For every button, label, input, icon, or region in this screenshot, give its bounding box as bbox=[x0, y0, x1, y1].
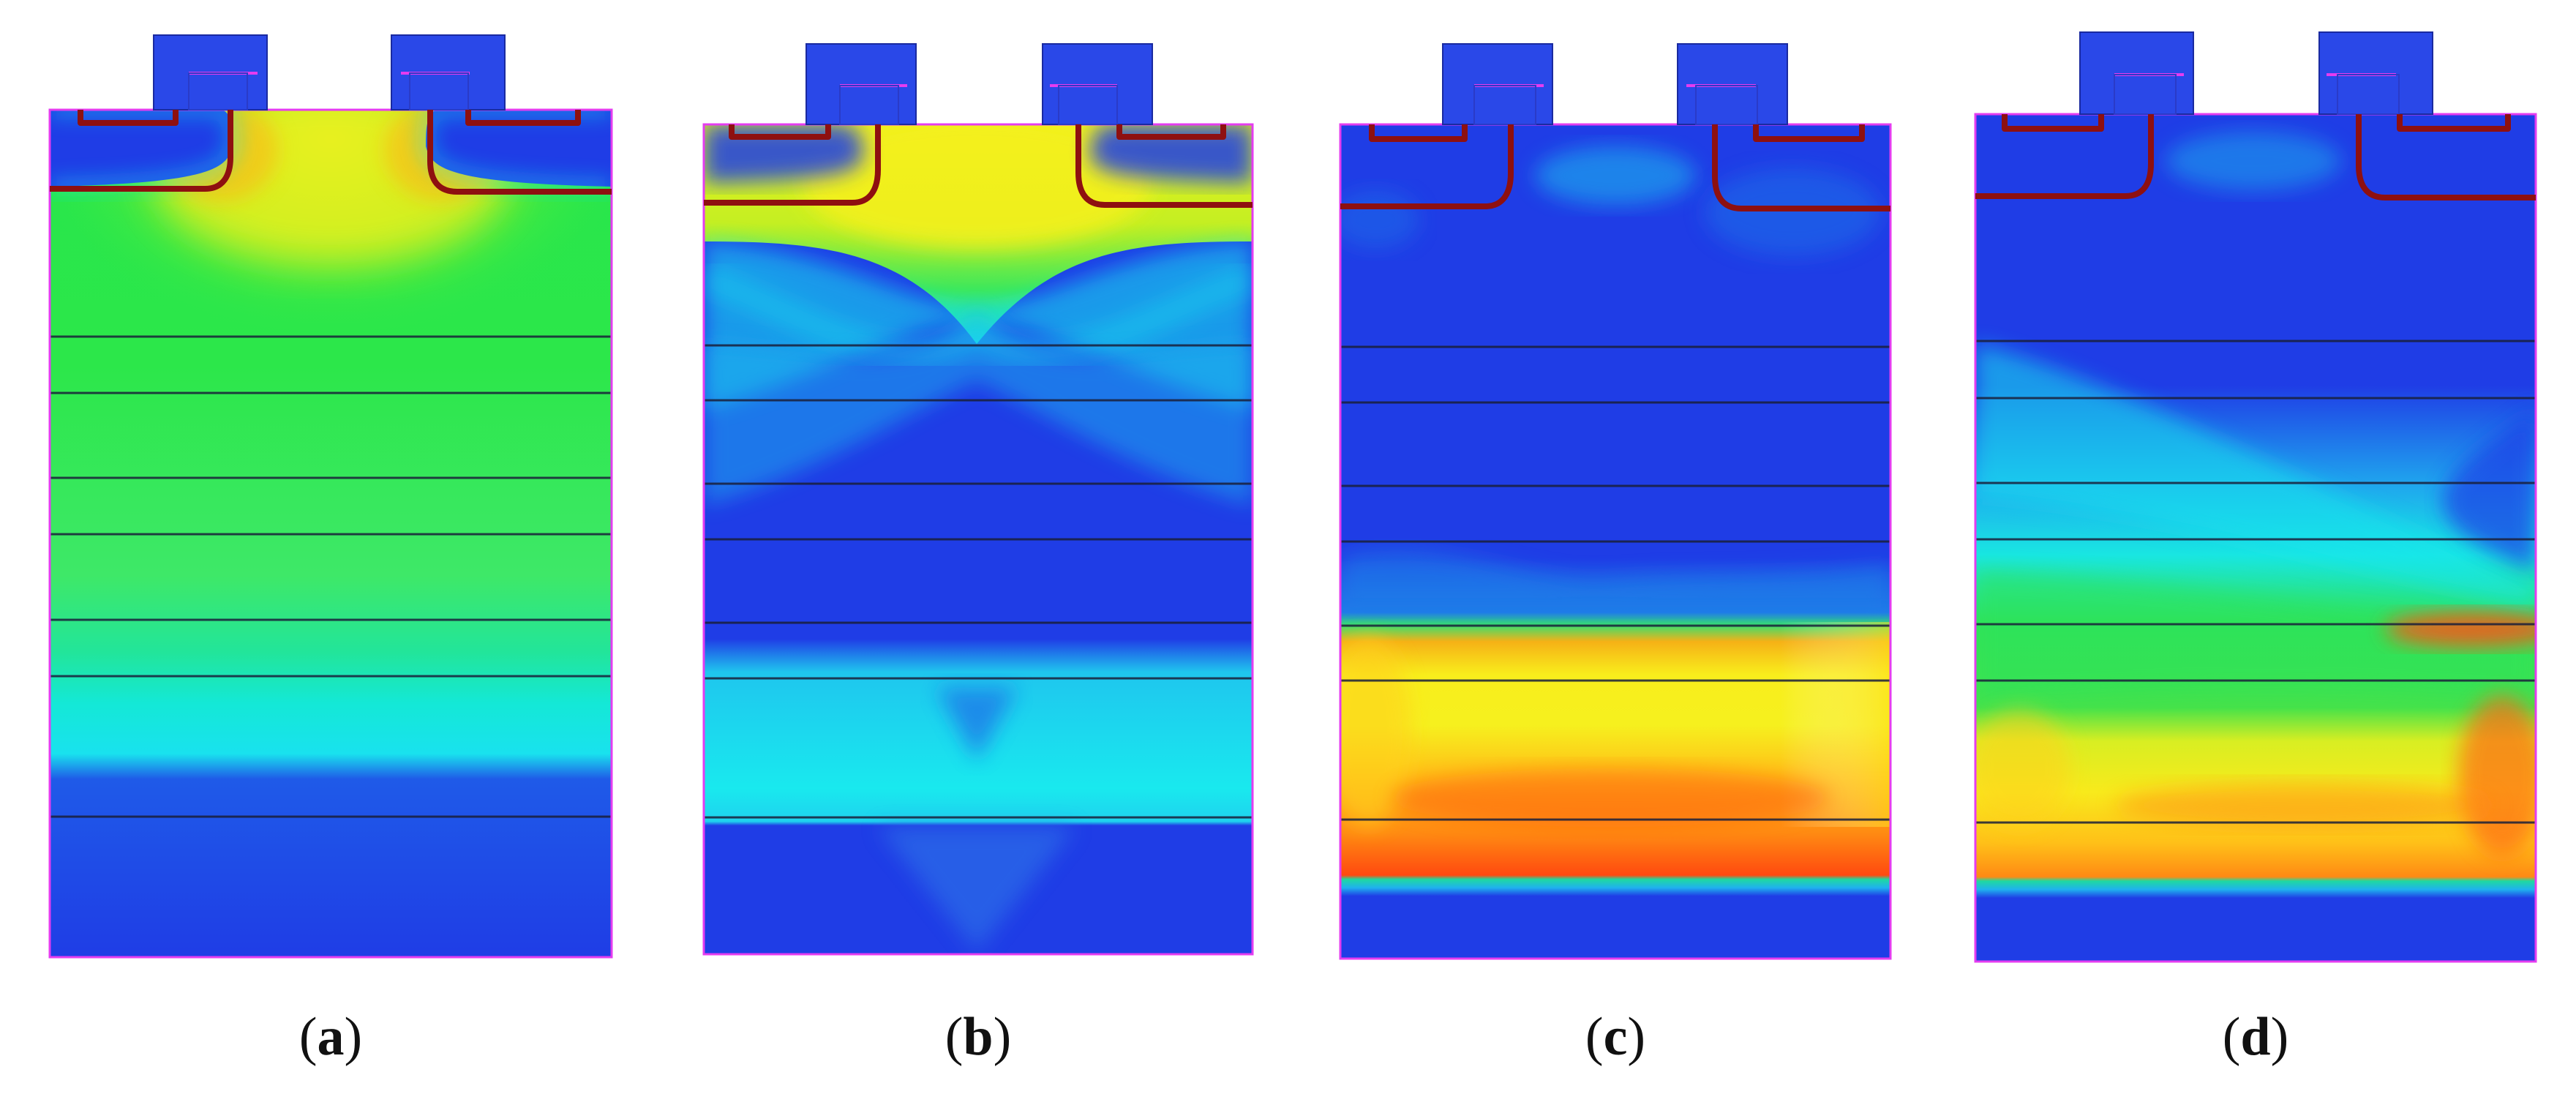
panel-a-device bbox=[48, 34, 613, 959]
panel-c-device bbox=[1339, 43, 1892, 960]
panel-d-caption-letter: d bbox=[2240, 1007, 2271, 1067]
panel-a-caption-letter: a bbox=[317, 1007, 345, 1067]
panel-b-caption-close: ) bbox=[993, 1007, 1012, 1067]
panel-c-source-contact-left bbox=[1442, 43, 1553, 125]
panel-b-caption-open: ( bbox=[945, 1007, 964, 1067]
panel-b-caption: (b) bbox=[868, 1010, 1088, 1064]
panel-a-caption-open: ( bbox=[298, 1007, 318, 1067]
panel-d-caption: (d) bbox=[2146, 1010, 2365, 1064]
panel-c-caption-close: ) bbox=[1627, 1007, 1646, 1067]
panel-c-caption-letter: c bbox=[1603, 1007, 1628, 1067]
panel-a-caption: (a) bbox=[221, 1010, 440, 1064]
panel-a-caption-close: ) bbox=[344, 1007, 363, 1067]
panel-c-junction-lines bbox=[1340, 124, 1890, 211]
panel-b-source-contact-right bbox=[1042, 43, 1153, 125]
panel-c-source-contact-right bbox=[1677, 43, 1788, 125]
panel-b-source-contact-left bbox=[806, 43, 917, 125]
panel-a-source-contact-right bbox=[391, 34, 506, 110]
panel-a-source-contact-left bbox=[153, 34, 268, 110]
panel-d-source-contact-right bbox=[2318, 31, 2433, 115]
panel-d-caption-open: ( bbox=[2222, 1007, 2241, 1067]
panel-c-caption-open: ( bbox=[1585, 1007, 1604, 1067]
panel-b-caption-letter: b bbox=[963, 1007, 994, 1067]
panel-d-device bbox=[1974, 31, 2537, 963]
panel-d-source-contact-left bbox=[2079, 31, 2194, 115]
panel-b-junction-lines bbox=[704, 124, 1253, 208]
panel-d-caption-close: ) bbox=[2270, 1007, 2289, 1067]
panel-a-junction-lines bbox=[50, 110, 612, 195]
panel-b-device bbox=[702, 43, 1254, 956]
panel-d-junction-lines bbox=[1975, 114, 2536, 201]
panel-c-caption: (c) bbox=[1506, 1010, 1725, 1064]
